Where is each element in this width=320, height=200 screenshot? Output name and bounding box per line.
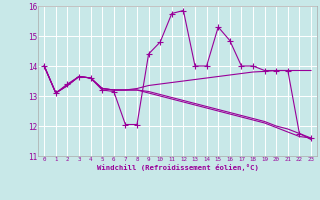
X-axis label: Windchill (Refroidissement éolien,°C): Windchill (Refroidissement éolien,°C) [97, 164, 259, 171]
